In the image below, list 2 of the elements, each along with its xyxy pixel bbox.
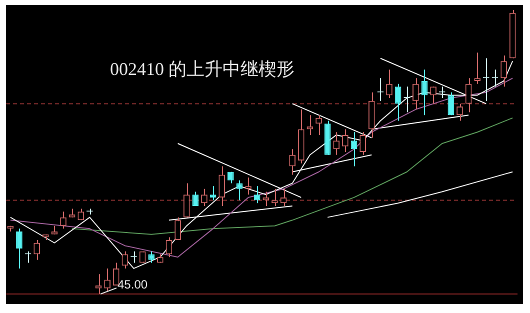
text: 002410 的上升中继楔形 bbox=[110, 58, 294, 81]
annotation: 45.00 bbox=[118, 277, 148, 292]
